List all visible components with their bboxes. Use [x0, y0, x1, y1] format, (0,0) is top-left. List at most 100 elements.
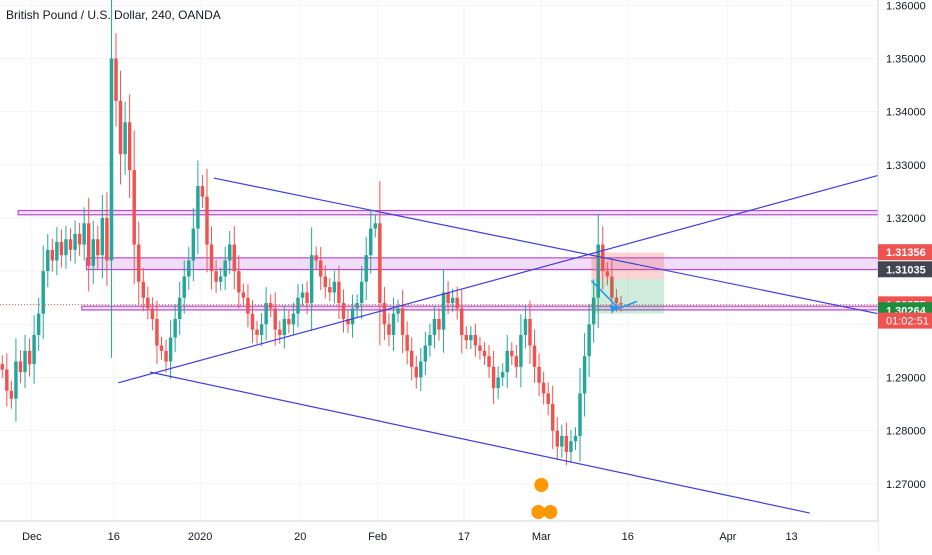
chart-title: British Pound / U.S. Dollar, 240, OANDA	[6, 8, 221, 22]
candle-body	[400, 308, 405, 335]
candlestick-series	[0, 0, 878, 466]
candle-body	[191, 228, 196, 261]
candle-body	[278, 329, 282, 335]
candle-body	[441, 292, 446, 330]
candle-body	[369, 228, 373, 256]
candle-body	[0, 364, 5, 370]
candle-body	[446, 292, 450, 304]
candle-body	[514, 356, 519, 367]
candle-body	[551, 404, 555, 431]
candle-body	[332, 281, 337, 293]
candle-body	[432, 318, 437, 335]
trend-lines[interactable]	[118, 174, 879, 514]
candle-body	[541, 382, 546, 394]
candle-body	[132, 170, 136, 245]
horizontal-zone[interactable]	[81, 305, 879, 311]
trend-line[interactable]	[213, 177, 879, 315]
candle-body	[59, 241, 64, 256]
candle-body	[182, 276, 186, 298]
candle-body	[36, 313, 41, 335]
candle-body	[282, 318, 287, 335]
candle-body	[382, 303, 387, 325]
x-tick-label: 17	[458, 531, 470, 543]
event-flag-icon[interactable]	[534, 478, 549, 492]
candle-body	[146, 297, 150, 309]
trend-line[interactable]	[118, 174, 879, 384]
candle-body	[109, 58, 114, 261]
candle-body	[155, 318, 159, 346]
y-tick-label: 1.27000	[886, 479, 926, 491]
stop-loss-area[interactable]	[591, 252, 665, 280]
price-label-bg	[878, 244, 932, 261]
candle-body	[564, 435, 569, 452]
candle-body	[205, 196, 209, 245]
candle-body	[55, 241, 59, 261]
candle-body	[273, 308, 277, 330]
candle-body	[27, 350, 32, 365]
price-label: 1.31356	[886, 247, 926, 259]
candle-body	[287, 318, 291, 325]
candle-body	[359, 281, 364, 304]
x-tick-label: 16	[622, 531, 634, 543]
candle-body	[241, 292, 246, 298]
candle-body	[314, 255, 318, 261]
candle-body	[560, 435, 564, 447]
candle-body	[373, 223, 378, 229]
candle-body	[364, 255, 368, 282]
trend-line[interactable]	[149, 371, 810, 514]
price-label-bg	[878, 261, 932, 278]
candle-body	[391, 313, 396, 335]
candle-body	[528, 318, 532, 346]
candle-body	[255, 329, 259, 335]
candle-body	[32, 334, 36, 365]
candle-body	[341, 303, 346, 319]
candle-body	[500, 372, 505, 378]
candle-body	[86, 223, 91, 266]
short-position-tool[interactable]	[590, 252, 665, 314]
event-flag-icon[interactable]	[531, 505, 546, 519]
candle-body	[41, 271, 45, 314]
price-label: 1.31035	[886, 264, 926, 276]
candle-body	[268, 303, 273, 309]
projection-arrowhead	[609, 304, 619, 313]
candle-body	[464, 334, 469, 341]
candle-body	[337, 281, 341, 304]
candle-body	[77, 233, 82, 245]
x-tick-label: Dec	[22, 531, 42, 543]
candle-body	[523, 318, 528, 335]
candle-body	[187, 260, 191, 277]
candle-body	[519, 334, 523, 367]
candle-body	[291, 313, 296, 325]
x-tick-label: Mar	[532, 531, 551, 543]
candle-body	[100, 217, 105, 256]
economic-events[interactable]	[531, 478, 558, 519]
candle-body	[428, 334, 432, 346]
candle-body	[437, 318, 441, 330]
candle-body	[305, 292, 309, 304]
candle-body	[209, 244, 214, 272]
grid	[0, 0, 878, 521]
take-profit-area[interactable]	[591, 279, 665, 314]
event-flag-icon[interactable]	[543, 505, 558, 519]
candle-body	[118, 101, 123, 155]
candle-body	[250, 313, 255, 330]
candle-body	[50, 249, 55, 261]
candle-body	[137, 244, 141, 282]
candle-body	[114, 58, 118, 102]
horizontal-zone[interactable]	[85, 257, 879, 271]
candle-body	[378, 223, 382, 304]
y-tick-label: 1.34000	[886, 107, 926, 119]
candle-body	[450, 297, 455, 304]
candle-body	[46, 249, 50, 272]
candle-body	[555, 430, 560, 447]
candle-body	[318, 260, 323, 277]
candle-body	[14, 361, 18, 399]
time-axis[interactable]	[0, 521, 878, 550]
candle-body	[537, 366, 541, 383]
candle-body	[232, 244, 237, 272]
candle-body	[510, 350, 514, 357]
candle-body	[587, 324, 591, 357]
